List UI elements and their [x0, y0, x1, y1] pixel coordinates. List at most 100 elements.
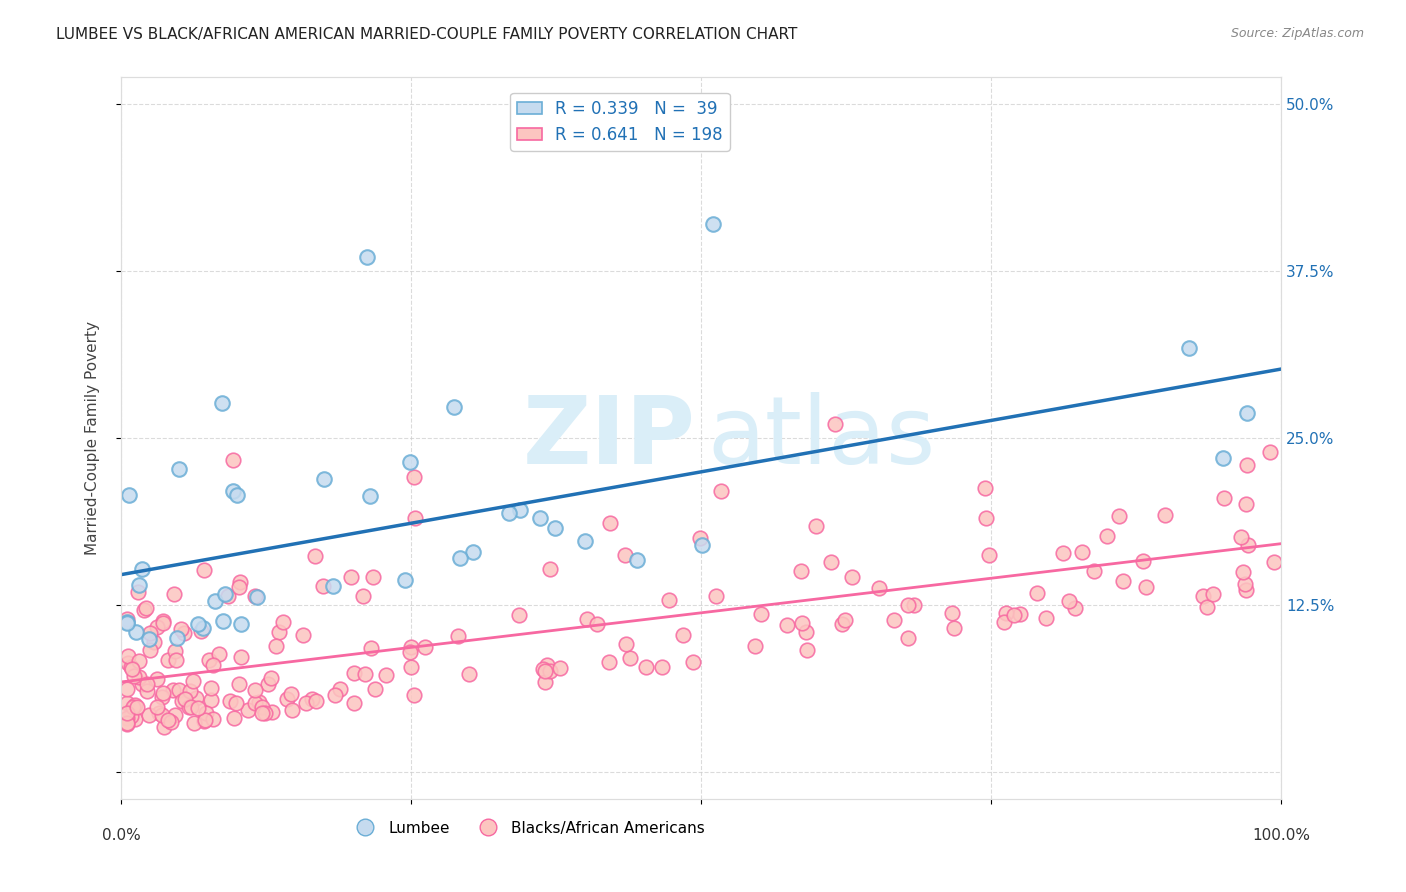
Point — [120, 660, 142, 674]
Point — [1197, 599, 1219, 614]
Point — [1132, 554, 1154, 568]
Point — [122, 669, 145, 683]
Point — [834, 613, 856, 627]
Point — [399, 640, 422, 654]
Point — [260, 705, 283, 719]
Point — [202, 712, 225, 726]
Point — [1236, 458, 1258, 472]
Point — [883, 613, 905, 627]
Point — [197, 653, 219, 667]
Point — [1230, 530, 1253, 544]
Point — [1232, 565, 1254, 579]
Point — [575, 612, 598, 626]
Point — [169, 462, 191, 476]
Point — [343, 666, 366, 681]
Text: atlas: atlas — [707, 392, 935, 484]
Point — [211, 396, 233, 410]
Point — [804, 518, 827, 533]
Point — [942, 621, 965, 635]
Point — [941, 606, 963, 620]
Point — [152, 616, 174, 631]
Point — [449, 551, 471, 566]
Point — [704, 589, 727, 603]
Point — [311, 578, 333, 592]
Point — [974, 482, 997, 496]
Point — [138, 707, 160, 722]
Point — [115, 696, 138, 710]
Point — [170, 693, 193, 707]
Point — [1154, 508, 1177, 522]
Point — [194, 714, 217, 728]
Point — [394, 573, 416, 587]
Point — [115, 715, 138, 730]
Point — [796, 642, 818, 657]
Point — [820, 555, 842, 569]
Point — [1035, 611, 1057, 625]
Text: 100.0%: 100.0% — [1253, 828, 1310, 843]
Point — [195, 706, 218, 721]
Point — [180, 699, 202, 714]
Point — [1083, 564, 1105, 578]
Point — [190, 624, 212, 638]
Point — [162, 682, 184, 697]
Point — [626, 552, 648, 566]
Point — [586, 617, 609, 632]
Point — [776, 618, 799, 632]
Point — [353, 667, 375, 681]
Point — [1263, 555, 1285, 569]
Point — [243, 696, 266, 710]
Point — [117, 648, 139, 663]
Point — [136, 684, 159, 698]
Point — [222, 484, 245, 499]
Point — [191, 621, 214, 635]
Y-axis label: Married-Couple Family Poverty: Married-Couple Family Poverty — [86, 321, 100, 555]
Point — [531, 662, 554, 676]
Point — [356, 251, 378, 265]
Point — [1002, 608, 1025, 623]
Point — [163, 643, 186, 657]
Text: LUMBEE VS BLACK/AFRICAN AMERICAN MARRIED-COUPLE FAMILY POVERTY CORRELATION CHART: LUMBEE VS BLACK/AFRICAN AMERICAN MARRIED… — [56, 27, 797, 42]
Point — [498, 506, 520, 520]
Point — [613, 548, 636, 562]
Point — [509, 503, 531, 517]
Point — [461, 545, 484, 559]
Point — [404, 511, 426, 525]
Point — [508, 608, 530, 623]
Legend: Lumbee, Blacks/African Americans: Lumbee, Blacks/African Americans — [344, 814, 710, 842]
Point — [404, 470, 426, 484]
Point — [824, 417, 846, 431]
Point — [115, 615, 138, 630]
Point — [399, 660, 422, 674]
Point — [749, 607, 772, 621]
Point — [841, 570, 863, 584]
Point — [651, 660, 673, 674]
Point — [115, 682, 138, 697]
Point — [363, 570, 385, 584]
Point — [374, 667, 396, 681]
Point — [115, 711, 138, 725]
Point — [166, 632, 188, 646]
Point — [364, 682, 387, 697]
Point — [1070, 545, 1092, 559]
Point — [156, 653, 179, 667]
Point — [790, 615, 813, 630]
Point — [214, 587, 236, 601]
Point — [160, 715, 183, 730]
Point — [179, 699, 201, 714]
Point — [204, 594, 226, 608]
Point — [305, 694, 328, 708]
Point — [794, 624, 817, 639]
Point — [574, 534, 596, 549]
Point — [163, 587, 186, 601]
Point — [124, 713, 146, 727]
Point — [295, 696, 318, 710]
Point — [131, 677, 153, 691]
Point — [619, 651, 641, 665]
Point — [201, 658, 224, 673]
Point — [402, 688, 425, 702]
Point — [533, 664, 555, 678]
Point — [218, 694, 240, 708]
Point — [127, 585, 149, 599]
Point — [897, 631, 920, 645]
Point — [897, 599, 920, 613]
